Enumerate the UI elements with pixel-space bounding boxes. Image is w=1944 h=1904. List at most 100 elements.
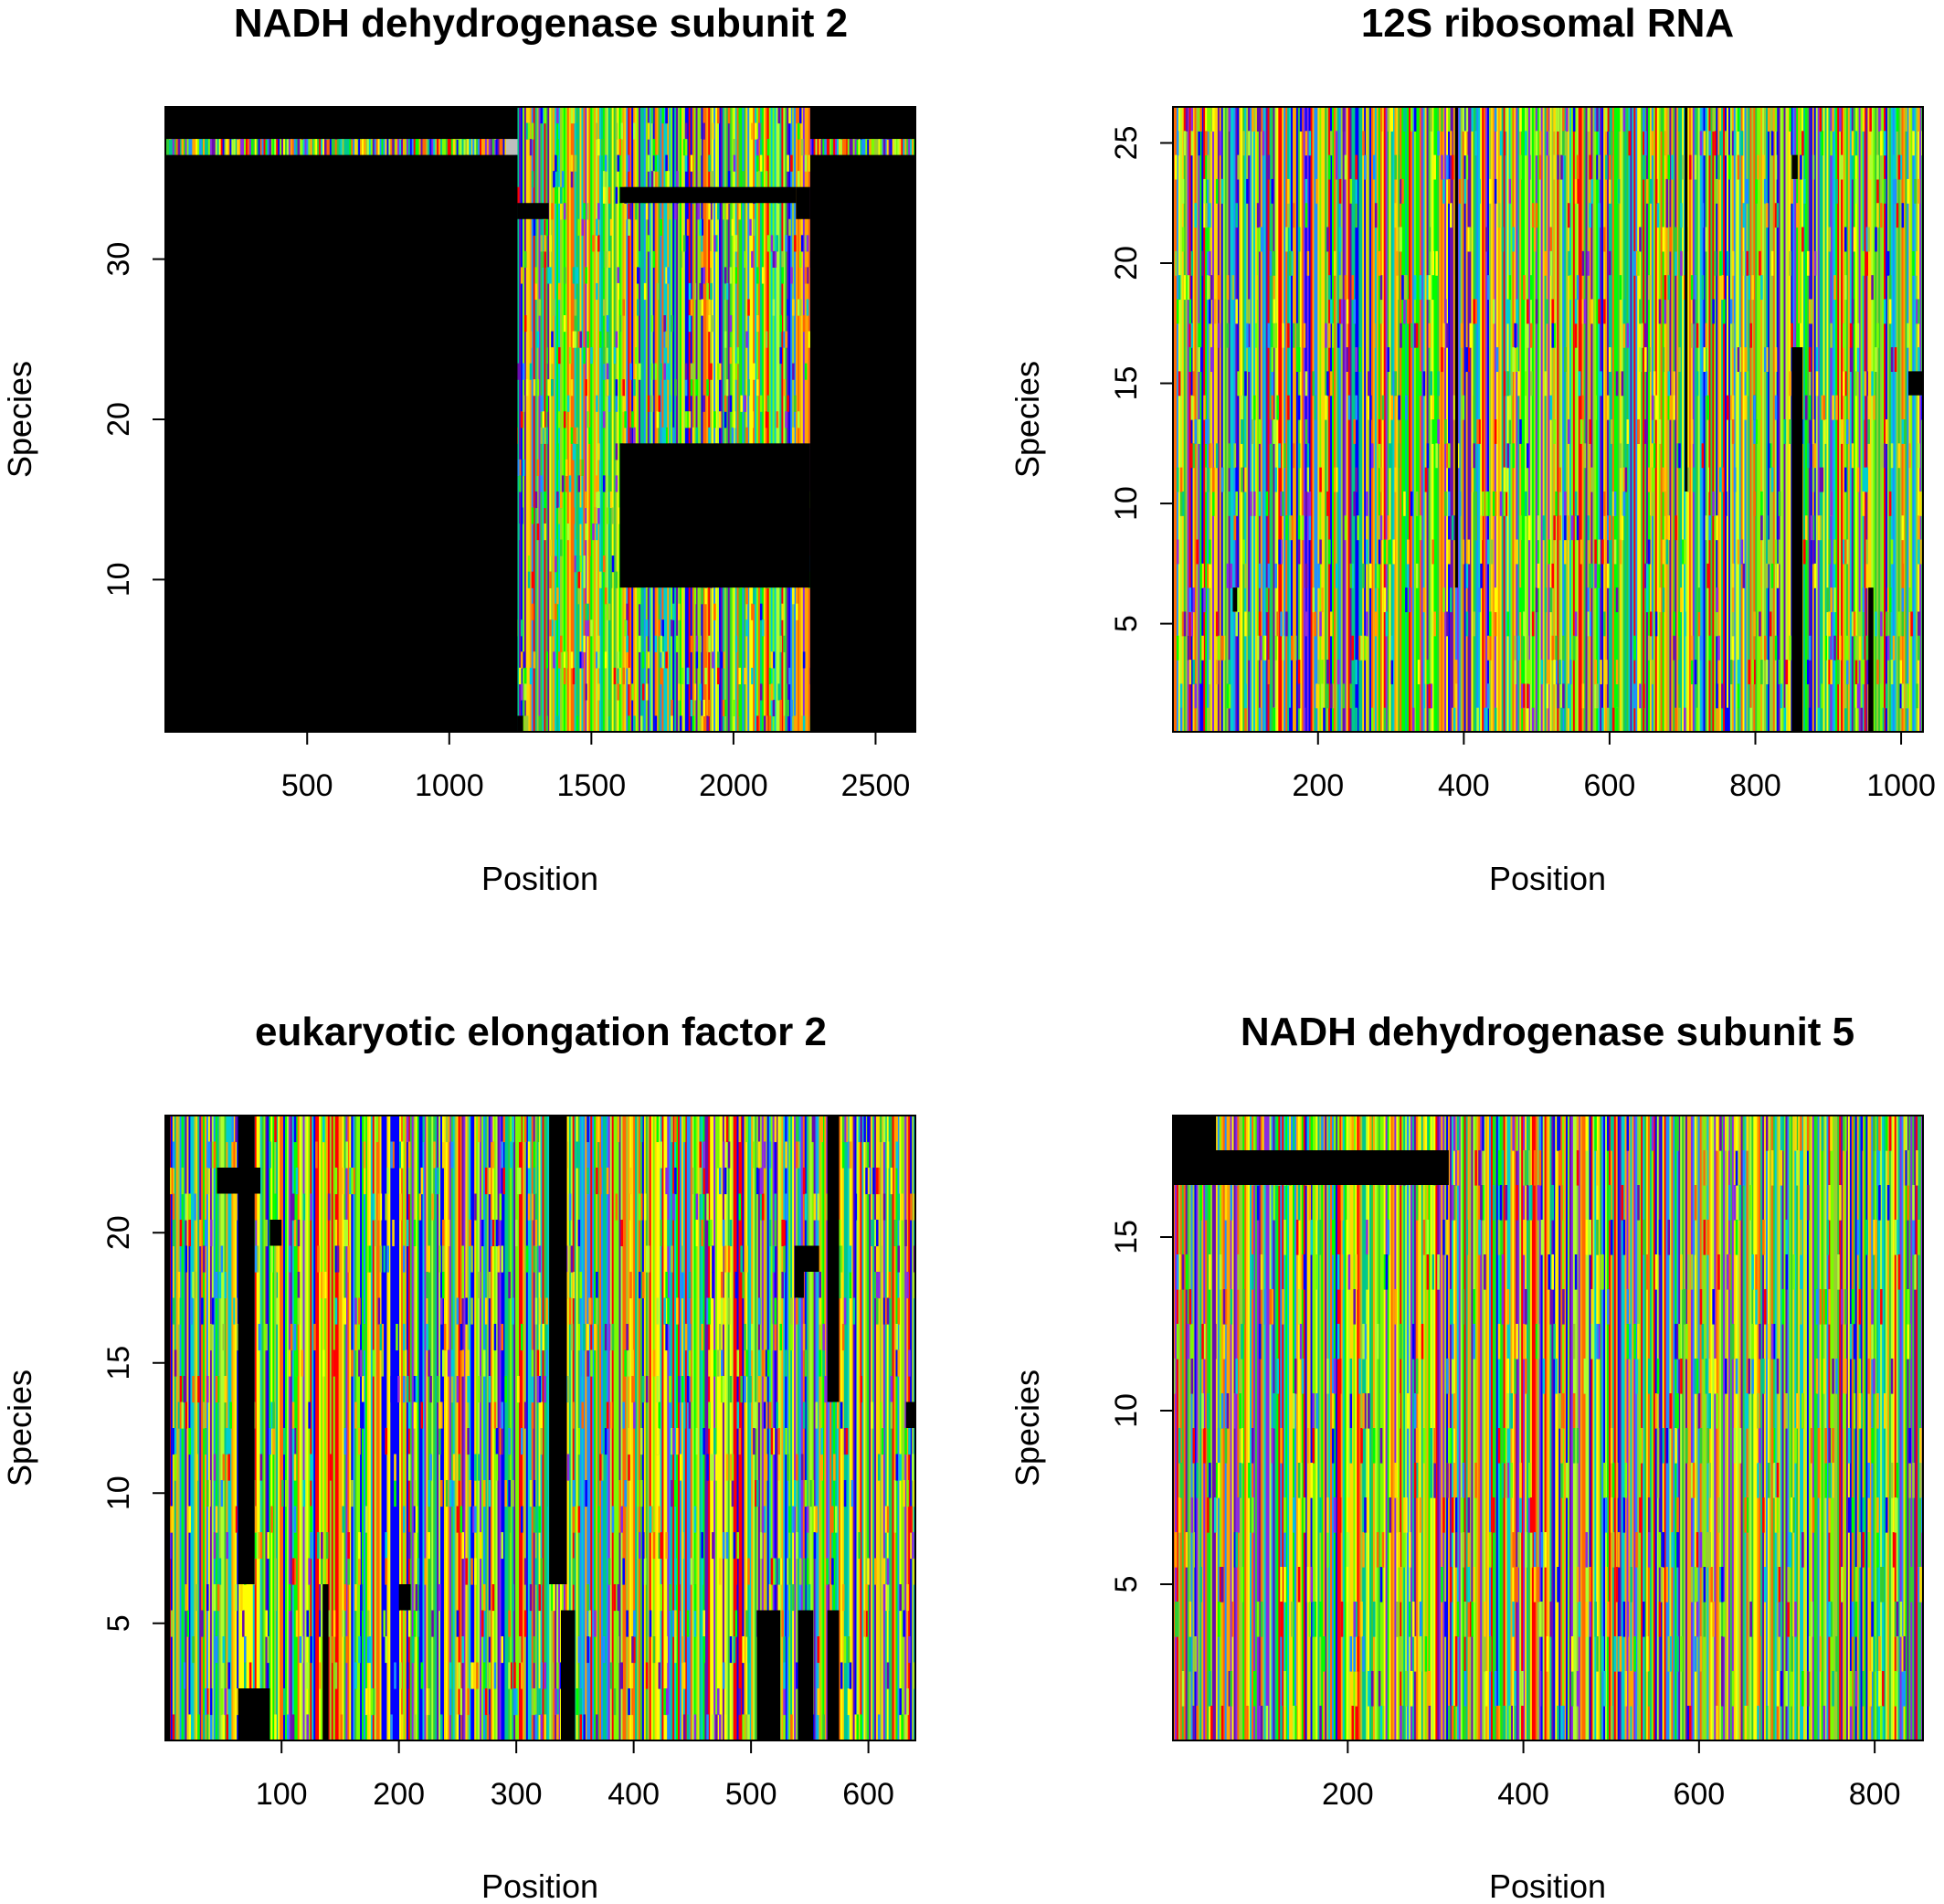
residue-cell — [1512, 443, 1515, 469]
residue-cell — [695, 379, 699, 397]
sequence-column — [1441, 107, 1443, 732]
residue-cell — [551, 203, 554, 220]
residue-cell — [833, 1532, 836, 1560]
residue-cell — [188, 1506, 191, 1533]
residue-cell — [563, 315, 566, 333]
residue-cell — [1767, 107, 1770, 132]
panel-12s-rrna: 12S ribosomal RNA 200 400 600 800 1000 51015… — [1009, 1, 1936, 897]
residue-cell — [233, 139, 236, 156]
residue-cell — [1390, 660, 1394, 684]
residue-cell — [1621, 515, 1624, 541]
sequence-column — [631, 1116, 634, 1740]
residue-cell — [785, 1193, 787, 1221]
residue-cell — [617, 683, 620, 701]
sequence-column — [525, 107, 529, 732]
sequence-column — [1228, 107, 1231, 732]
sequence-column — [1615, 107, 1619, 732]
residue-cell — [608, 186, 611, 204]
sequence-column — [456, 1116, 460, 1740]
residue-cell — [533, 651, 536, 669]
sequence-column — [679, 107, 682, 732]
sequence-column — [788, 107, 791, 732]
sequence-column — [637, 107, 639, 732]
residue-cell — [1344, 275, 1347, 301]
residue-cell — [555, 1688, 557, 1716]
residue-cell — [1199, 683, 1202, 709]
residue-cell — [1589, 203, 1592, 228]
residue-cell — [1789, 371, 1791, 397]
plot-frame — [1172, 106, 1924, 733]
residue-cell — [386, 1245, 389, 1273]
residue-cell — [1617, 107, 1621, 132]
residue-cell — [1287, 395, 1290, 420]
residue-cell — [1267, 563, 1271, 588]
sequence-column — [796, 1116, 798, 1740]
residue-cell — [1813, 563, 1817, 588]
sequence-column — [1328, 107, 1331, 732]
residue-cell — [738, 107, 742, 124]
residue-cell — [1712, 107, 1715, 132]
residue-cell — [497, 1245, 501, 1273]
sequence-column — [665, 107, 668, 732]
residue-cell — [1880, 707, 1883, 732]
sequence-column — [510, 1116, 512, 1740]
sequence-column — [1231, 107, 1235, 732]
residue-cell — [577, 587, 581, 605]
residue-cell — [1199, 563, 1202, 588]
residue-cell — [1419, 515, 1422, 541]
residue-cell — [334, 1662, 338, 1689]
sequence-column — [313, 1116, 316, 1740]
sequence-column — [1516, 107, 1518, 732]
residue-cell — [1506, 371, 1510, 397]
sequence-column — [654, 1116, 658, 1740]
residue-cell — [402, 139, 406, 156]
residue-cell — [1291, 515, 1294, 541]
sequence-column — [1585, 107, 1589, 732]
residue-cell — [1349, 683, 1353, 709]
residue-cell — [493, 1324, 497, 1351]
sequence-column — [227, 1116, 230, 1740]
residue-cell — [724, 699, 727, 717]
residue-cell — [679, 715, 682, 732]
residue-cell — [1276, 395, 1279, 420]
residue-cell — [1305, 491, 1308, 516]
residue-cell — [1705, 371, 1708, 397]
residue-cell — [594, 507, 597, 524]
residue-cell — [628, 154, 630, 172]
residue-cell — [1844, 467, 1847, 492]
sequence-column — [1535, 107, 1538, 732]
residue-cell — [1338, 275, 1342, 301]
sequence-column — [1242, 107, 1245, 732]
residue-cell — [1413, 275, 1417, 301]
residue-cell — [297, 139, 301, 156]
residue-cell — [1830, 323, 1833, 348]
residue-cell — [531, 603, 534, 620]
sequence-column — [1219, 107, 1222, 732]
residue-cell — [1451, 154, 1454, 180]
residue-cell — [772, 250, 776, 268]
sequence-column — [1213, 107, 1217, 732]
residue-cell — [310, 1193, 312, 1221]
residue-cell — [1207, 563, 1210, 588]
sequence-column — [1183, 107, 1187, 732]
residue-cell — [1194, 419, 1198, 444]
residue-cell — [712, 1532, 714, 1560]
residue-cell — [617, 1584, 620, 1612]
sequence-column — [692, 107, 695, 732]
residue-cell — [1519, 515, 1522, 541]
residue-cell — [1765, 515, 1769, 541]
residue-cell — [1473, 443, 1475, 469]
residue-cell — [1183, 131, 1187, 156]
residue-cell — [665, 331, 668, 348]
residue-cell — [1865, 227, 1868, 252]
residue-cell — [579, 1272, 583, 1299]
residue-cell — [1505, 491, 1508, 516]
sequence-column — [720, 1116, 724, 1740]
residue-cell — [872, 1168, 875, 1195]
residue-cell — [574, 315, 577, 333]
sequence-column — [867, 1116, 870, 1740]
residue-cell — [1832, 395, 1834, 420]
sequence-column — [1540, 107, 1544, 732]
sequence-column — [540, 107, 544, 732]
residue-cell — [1273, 250, 1276, 276]
